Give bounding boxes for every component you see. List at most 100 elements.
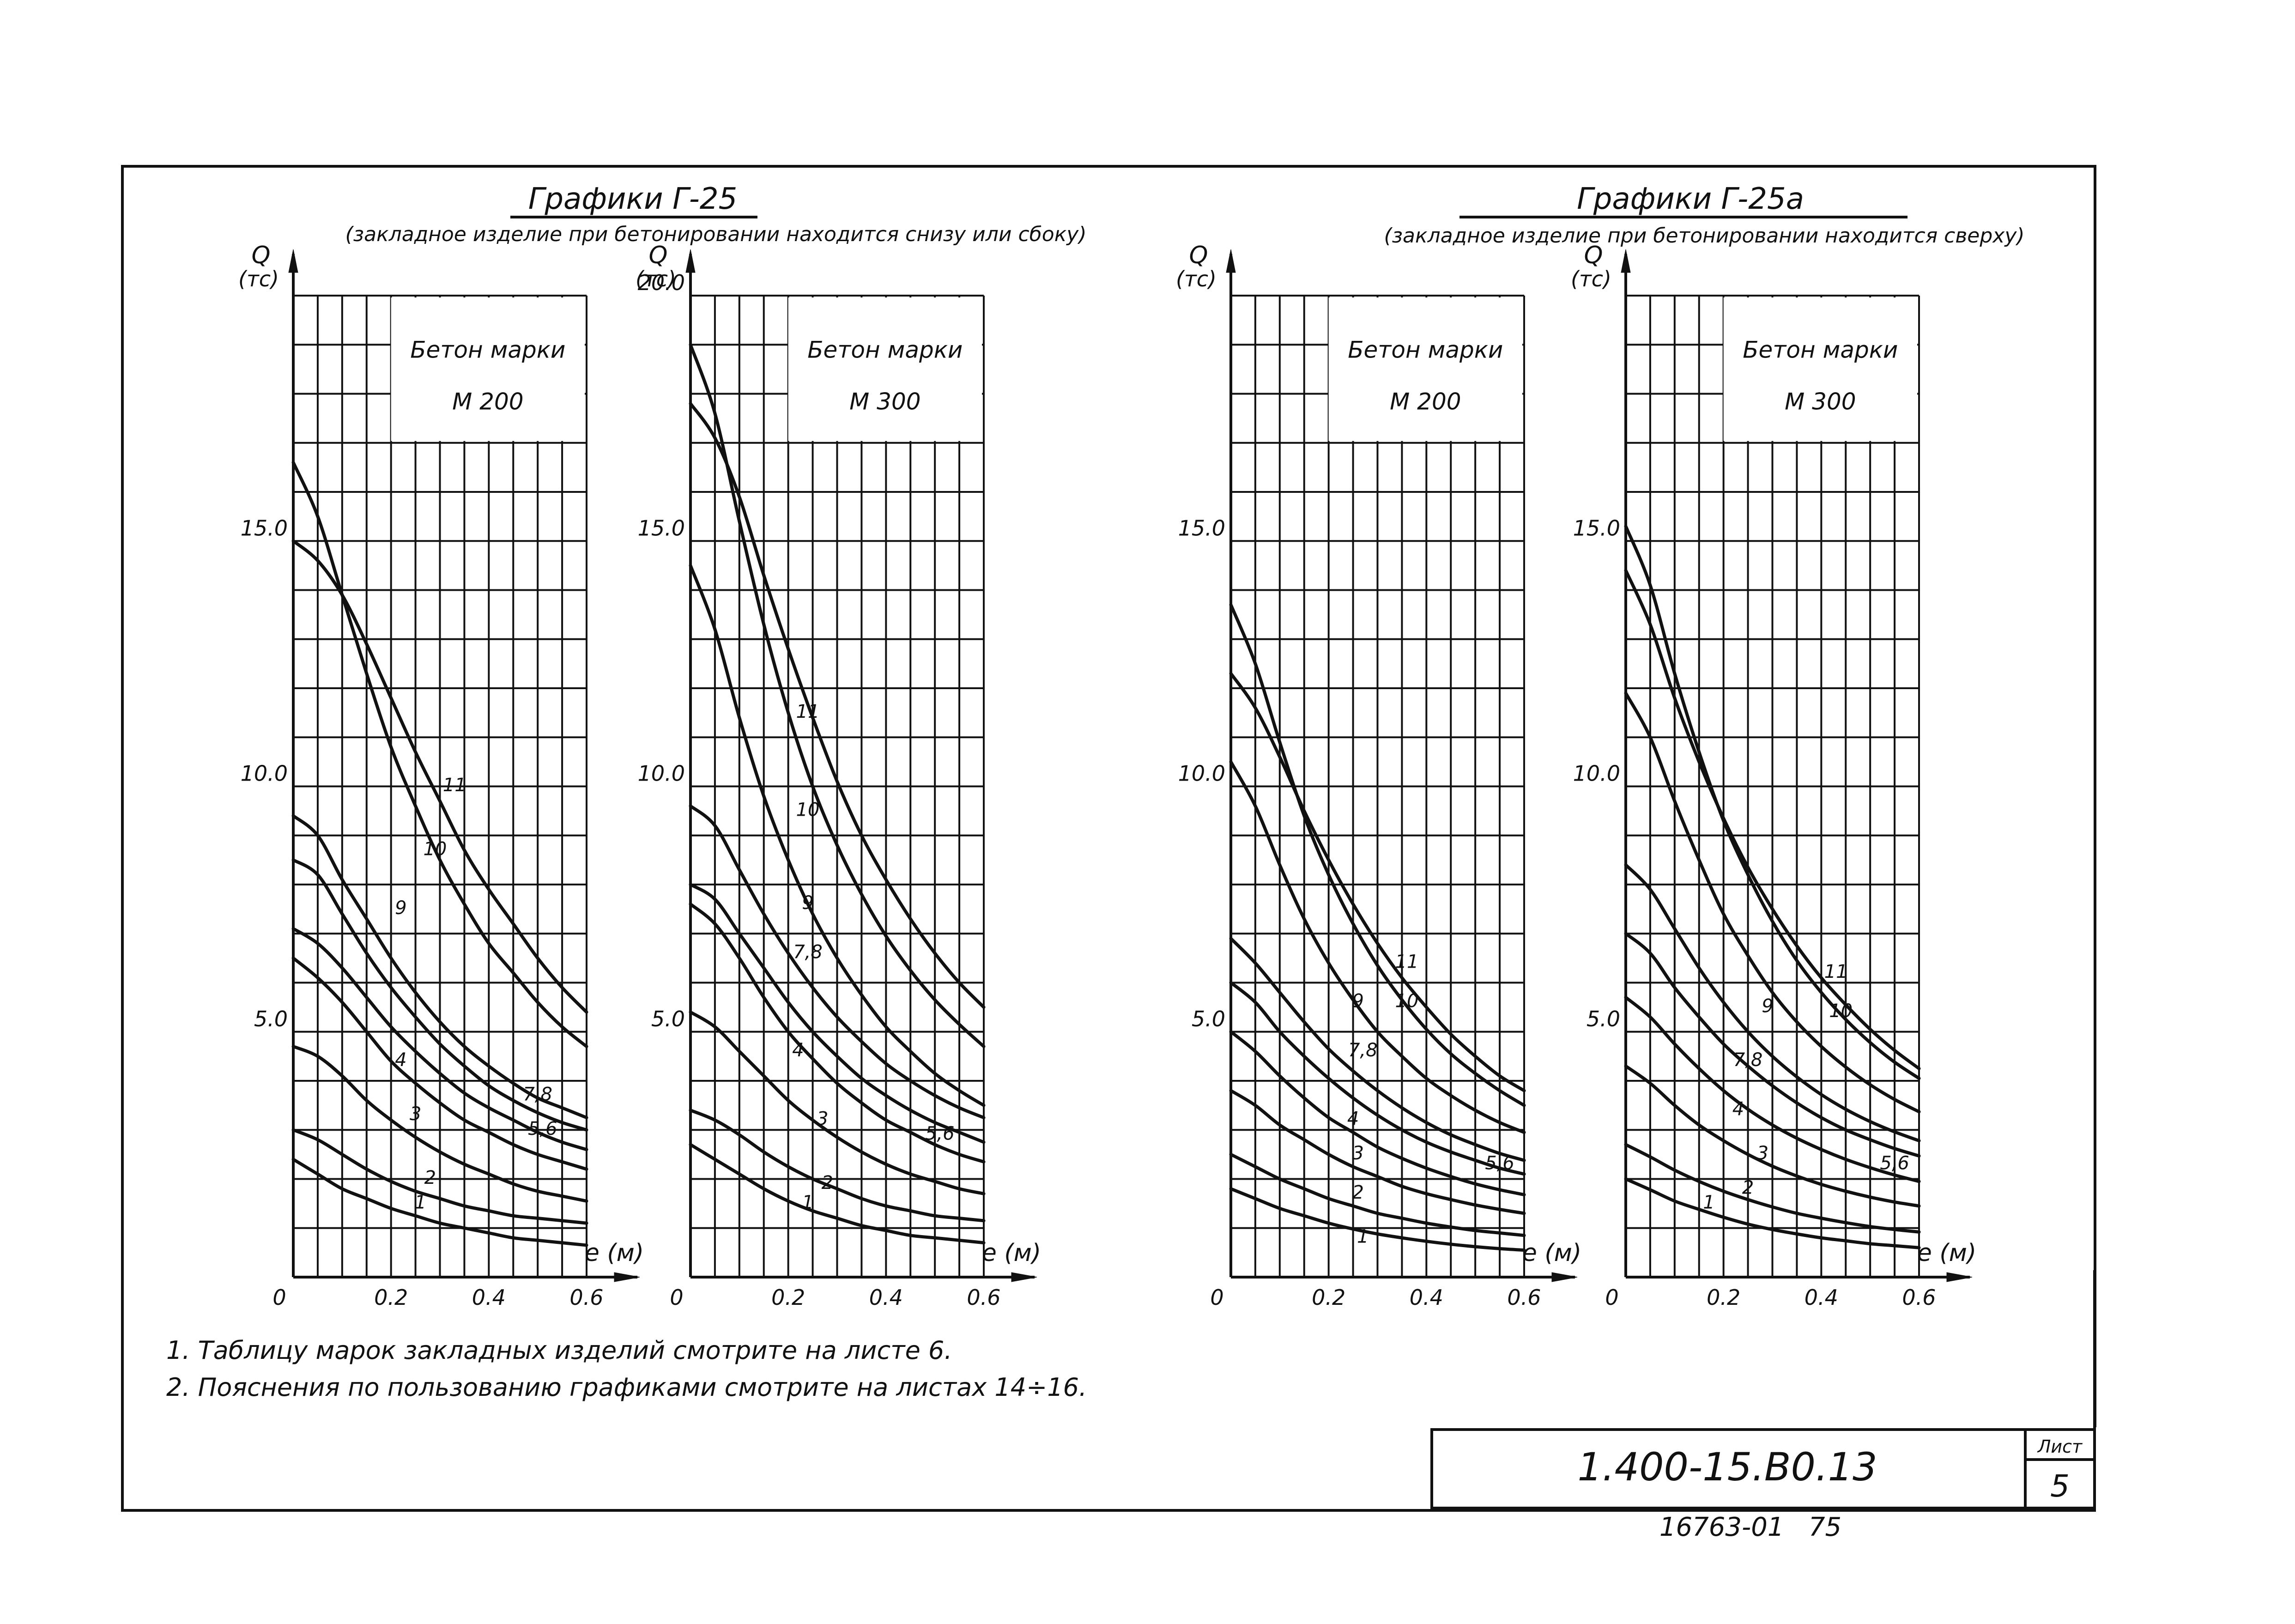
y-axis-arrow bbox=[1621, 249, 1631, 273]
chart-g25-m300: Бетон марки М 300 Q(тс) e (м) 0 0.2 0.4 0.6 5.0 1… bbox=[636, 242, 1041, 1310]
series-line-10 bbox=[291, 461, 588, 1048]
y-axis-label: Q bbox=[1189, 242, 1208, 269]
y-axis-label: Q bbox=[649, 242, 668, 269]
series-line-5-6 bbox=[1229, 981, 1526, 1176]
series-label: 5,6 bbox=[925, 1123, 955, 1145]
x-tick-label: 0 bbox=[1210, 1285, 1223, 1310]
series-line-2 bbox=[291, 1128, 588, 1225]
x-axis-label: e (м) bbox=[1917, 1239, 1976, 1267]
series-line-1 bbox=[1229, 1187, 1526, 1252]
series-label: 10 bbox=[423, 838, 447, 860]
series-line-4 bbox=[1624, 995, 1921, 1183]
series-line-11 bbox=[1229, 672, 1526, 1092]
series-label: 5,6 bbox=[1880, 1152, 1909, 1174]
x-axis-label: e (м) bbox=[982, 1239, 1041, 1267]
chart-g25a-m200: Бетон марки М 200 Q(тс) e (м) 0 0.2 0.4 0.6 5.0 1… bbox=[1176, 242, 1581, 1310]
stamp-code: 1.400-15.В0.13 bbox=[1577, 1444, 1877, 1490]
title-box bbox=[391, 297, 585, 441]
series-label: 1 bbox=[1703, 1192, 1714, 1213]
group-title-g25a: Графики Г-25а bbox=[1577, 182, 1804, 216]
chart-title-line1: Бетон марки bbox=[410, 337, 565, 364]
series-line-1 bbox=[291, 1157, 588, 1247]
y-axis-arrow bbox=[1226, 249, 1236, 273]
chart-title-line1: Бетон марки bbox=[1743, 337, 1898, 364]
series-label: 11 bbox=[443, 775, 466, 796]
series-line-2 bbox=[1229, 1152, 1526, 1237]
series-line-10 bbox=[689, 343, 986, 1048]
series-line-9 bbox=[291, 814, 588, 1120]
chart-title-line2: М 300 bbox=[1785, 388, 1856, 415]
y-tick-label: 15.0 bbox=[1573, 515, 1620, 540]
title-box bbox=[788, 297, 982, 441]
series-label: 3 bbox=[1352, 1143, 1363, 1164]
series-line-9 bbox=[689, 564, 986, 1107]
x-axis-label: e (м) bbox=[1522, 1239, 1581, 1267]
x-axis-arrow bbox=[1946, 1272, 1973, 1282]
series-line-5-6 bbox=[689, 883, 986, 1144]
series-line-5-6 bbox=[1624, 932, 1921, 1158]
y-tick-label: 15.0 bbox=[241, 515, 288, 540]
y-tick-label: 5.0 bbox=[254, 1006, 288, 1031]
series-line-2 bbox=[1624, 1143, 1921, 1234]
x-tick-label: 0.4 bbox=[472, 1285, 506, 1310]
chart-title-line2: М 200 bbox=[1390, 388, 1461, 415]
stamp-sheet-label: Лист bbox=[2037, 1436, 2083, 1457]
group-title-g25: Графики Г-25 bbox=[528, 182, 738, 216]
series-label: 3 bbox=[410, 1103, 421, 1125]
x-tick-label: 0.2 bbox=[374, 1285, 408, 1310]
series-label: 4 bbox=[395, 1049, 406, 1071]
chart-g25a-m300: Бетон марки М 300 Q(тс) e (м) 0 0.2 0.4 0.6 5.0 1… bbox=[1571, 242, 1976, 1310]
series-line-10 bbox=[1229, 603, 1526, 1107]
series-label: 9 bbox=[1352, 991, 1363, 1012]
series-line-11 bbox=[291, 539, 588, 1014]
x-tick-label: 0.4 bbox=[1410, 1285, 1443, 1310]
x-tick-label: 0.4 bbox=[1805, 1285, 1838, 1310]
y-tick-label: 5.0 bbox=[1587, 1006, 1620, 1031]
series-label: 7,8 bbox=[793, 941, 823, 963]
x-axis-label: e (м) bbox=[585, 1239, 644, 1267]
series-label: 2 bbox=[822, 1172, 833, 1194]
chart-g25-m200: Бетон марки М 200 Q(тс) e (м) 0 0.2 0.4 0.6 5.0 1… bbox=[238, 242, 644, 1310]
y-axis-label: Q bbox=[1584, 242, 1603, 269]
x-tick-label: 0.6 bbox=[967, 1285, 1000, 1310]
y-axis-unit: (тс) bbox=[1571, 267, 1611, 291]
x-tick-label: 0.6 bbox=[1507, 1285, 1541, 1310]
y-axis-arrow bbox=[685, 249, 696, 273]
series-label: 9 bbox=[1762, 995, 1773, 1017]
series-line-4 bbox=[1229, 1030, 1526, 1196]
x-tick-label: 0.2 bbox=[1312, 1285, 1345, 1310]
series-line-5-6 bbox=[291, 927, 588, 1151]
y-tick-label: 10.0 bbox=[638, 761, 685, 786]
chart-title-line1: Бетон марки bbox=[807, 337, 963, 364]
series-line-3 bbox=[689, 1010, 986, 1195]
x-tick-label: 0.4 bbox=[869, 1285, 903, 1310]
series-label: 9 bbox=[395, 897, 406, 919]
stamp-box bbox=[1430, 1428, 2096, 1509]
series-label: 5,6 bbox=[528, 1118, 557, 1139]
x-tick-label: 0 bbox=[272, 1285, 286, 1310]
x-axis-arrow bbox=[1011, 1272, 1037, 1282]
y-tick-label: 15.0 bbox=[1178, 515, 1225, 540]
series-line-4 bbox=[291, 956, 588, 1171]
series-line-7-8 bbox=[1624, 863, 1921, 1143]
chart-title-line1: Бетон марки bbox=[1348, 337, 1503, 364]
series-line-4 bbox=[689, 903, 986, 1163]
y-axis-unit: (тс) bbox=[238, 267, 279, 291]
note-1: 1. Таблицу марок закладных изделий смотр… bbox=[166, 1336, 952, 1365]
series-label: 3 bbox=[817, 1109, 828, 1130]
series-label: 4 bbox=[792, 1040, 804, 1061]
series-label: 11 bbox=[1395, 951, 1419, 973]
series-label: 7,8 bbox=[1348, 1040, 1378, 1061]
title-box bbox=[1723, 297, 1917, 441]
title-box bbox=[1328, 297, 1522, 441]
series-label: 9 bbox=[802, 892, 813, 914]
note-2: 2. Пояснения по пользованию графиками см… bbox=[166, 1373, 1087, 1402]
x-tick-label: 0.2 bbox=[771, 1285, 805, 1310]
series-label: 7,8 bbox=[1733, 1049, 1763, 1071]
series-line-11 bbox=[689, 402, 986, 1009]
y-axis-unit: (тс) bbox=[1176, 267, 1217, 291]
y-axis-label: Q bbox=[252, 242, 271, 269]
group-subtitle-g25: (закладное изделие при бетонировании нах… bbox=[345, 223, 1087, 246]
series-label: 4 bbox=[1732, 1098, 1744, 1120]
